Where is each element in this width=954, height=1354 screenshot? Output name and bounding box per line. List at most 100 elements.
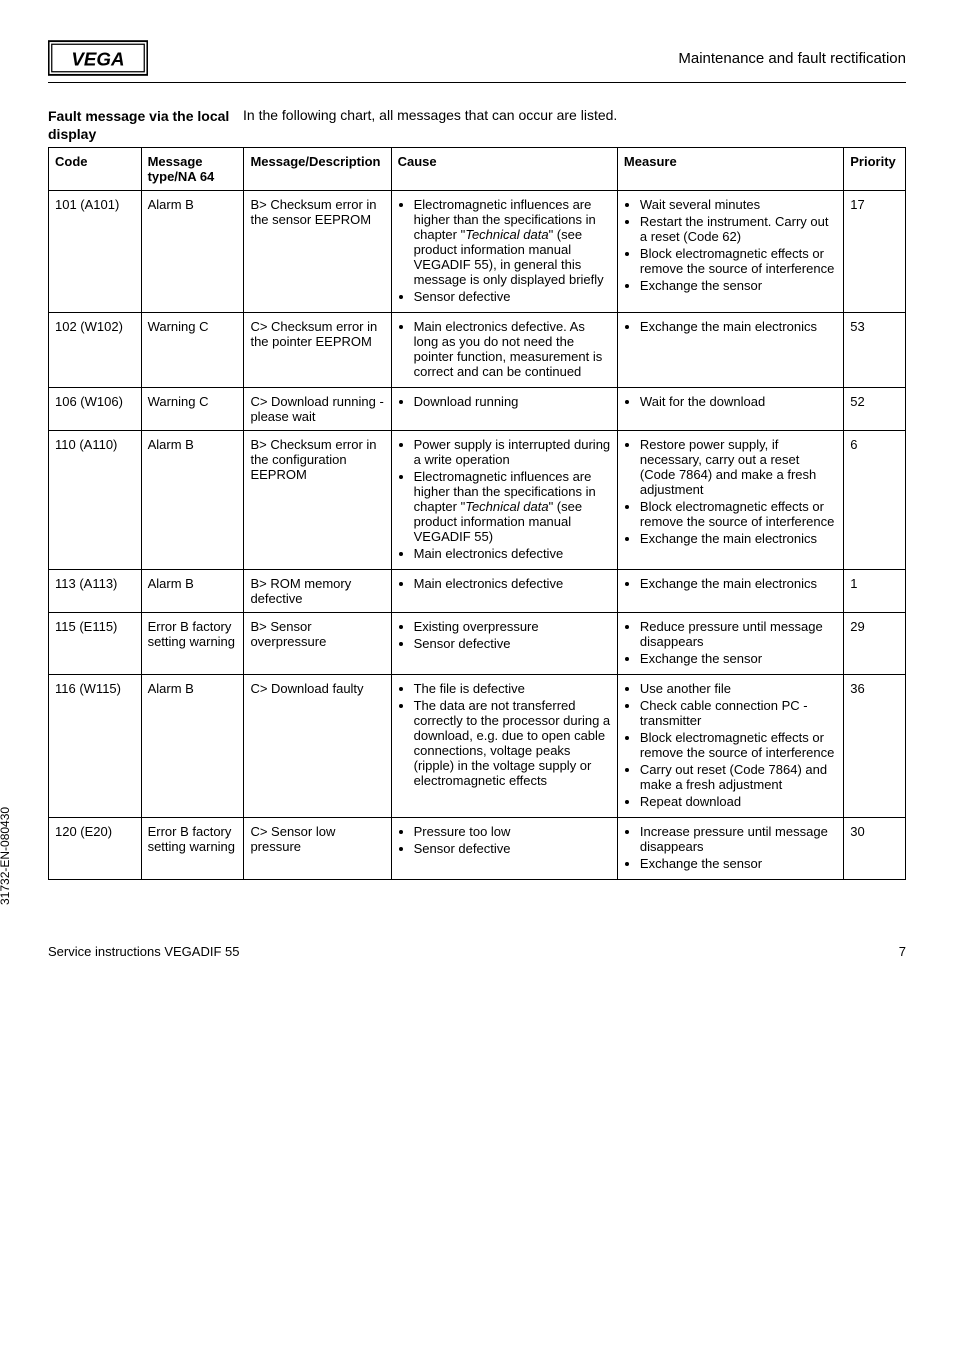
table-row: 106 (W106)Warning CC> Download running -…: [49, 388, 906, 431]
cell-message-type: Alarm B: [141, 570, 244, 613]
measure-item: Increase pressure until message disappea…: [640, 824, 837, 854]
table-row: 110 (A110)Alarm BB> Checksum error in th…: [49, 431, 906, 570]
cell-description: C> Checksum error in the pointer EEPROM: [244, 313, 391, 388]
cell-priority: 17: [844, 191, 906, 313]
cell-message-type: Warning C: [141, 388, 244, 431]
measure-item: Restore power supply, if necessary, carr…: [640, 437, 837, 497]
cell-measure: Restore power supply, if necessary, carr…: [617, 431, 843, 570]
measure-item: Restart the instrument. Carry out a rese…: [640, 214, 837, 244]
measure-item: Carry out reset (Code 7864) and make a f…: [640, 762, 837, 792]
footer-right: 7: [899, 944, 906, 959]
cause-item: Electromagnetic influences are higher th…: [414, 197, 611, 287]
cell-message-type: Error B factory setting warning: [141, 818, 244, 880]
cell-measure: Exchange the main electronics: [617, 570, 843, 613]
measure-item: Exchange the main electronics: [640, 576, 837, 591]
intro-left: Fault message via the local display: [48, 107, 243, 143]
cell-cause: The file is defective The data are not tr…: [391, 675, 617, 818]
cause-item: Main electronics defective. As long as y…: [414, 319, 611, 379]
cause-item: The file is defective: [414, 681, 611, 696]
section-title: Maintenance and fault rectification: [678, 50, 906, 67]
measure-item: Block electromagnetic effects or remove …: [640, 499, 837, 529]
cause-item: Download running: [414, 394, 611, 409]
col-priority: Priority: [844, 148, 906, 191]
cell-message-type: Warning C: [141, 313, 244, 388]
cell-measure: Exchange the main electronics: [617, 313, 843, 388]
cell-code: 106 (W106): [49, 388, 142, 431]
doc-id-side: 31732-EN-080430: [0, 807, 12, 905]
measure-item: Use another file: [640, 681, 837, 696]
cell-cause: Main electronics defective: [391, 570, 617, 613]
cell-cause: Electromagnetic influences are higher th…: [391, 191, 617, 313]
measure-item: Block electromagnetic effects or remove …: [640, 730, 837, 760]
cell-cause: Download running: [391, 388, 617, 431]
svg-text:VEGA: VEGA: [71, 49, 124, 70]
cell-cause: Existing overpressure Sensor defective: [391, 613, 617, 675]
cell-priority: 52: [844, 388, 906, 431]
cell-code: 115 (E115): [49, 613, 142, 675]
cell-message-type: Error B factory setting warning: [141, 613, 244, 675]
cell-measure: Increase pressure until message disappea…: [617, 818, 843, 880]
table-header-row: Code Message type/NA 64 Message/Descript…: [49, 148, 906, 191]
measure-item: Wait for the download: [640, 394, 837, 409]
cause-item: Existing overpressure: [414, 619, 611, 634]
cell-priority: 6: [844, 431, 906, 570]
cell-cause: Power supply is interrupted during a wri…: [391, 431, 617, 570]
table-row: 102 (W102)Warning CC> Checksum error in …: [49, 313, 906, 388]
measure-item: Exchange the sensor: [640, 651, 837, 666]
cell-code: 102 (W102): [49, 313, 142, 388]
col-msg: Message type/NA 64: [141, 148, 244, 191]
table-row: 115 (E115)Error B factory setting warnin…: [49, 613, 906, 675]
measure-item: Block electromagnetic effects or remove …: [640, 246, 837, 276]
cause-item: Electromagnetic influences are higher th…: [414, 469, 611, 544]
col-desc: Message/Description: [244, 148, 391, 191]
cell-message-type: Alarm B: [141, 675, 244, 818]
cause-item: Sensor defective: [414, 289, 611, 304]
vega-logo: VEGA: [48, 40, 148, 76]
intro-row: Fault message via the local display In t…: [48, 107, 906, 143]
cell-description: B> ROM memory defective: [244, 570, 391, 613]
cell-description: B> Checksum error in the sensor EEPROM: [244, 191, 391, 313]
cell-code: 116 (W115): [49, 675, 142, 818]
table-row: 116 (W115)Alarm BC> Download faultyThe f…: [49, 675, 906, 818]
cell-description: B> Checksum error in the configuration E…: [244, 431, 391, 570]
intro-right: In the following chart, all messages tha…: [243, 107, 906, 143]
cell-priority: 53: [844, 313, 906, 388]
cell-priority: 30: [844, 818, 906, 880]
cause-item: Main electronics defective: [414, 546, 611, 561]
cell-measure: Use another fileCheck cable connection P…: [617, 675, 843, 818]
cell-measure: Wait several minutes Restart the instrume…: [617, 191, 843, 313]
cell-message-type: Alarm B: [141, 431, 244, 570]
measure-item: Wait several minutes: [640, 197, 837, 212]
cell-description: B> Sensor overpressure: [244, 613, 391, 675]
measure-item: Exchange the main electronics: [640, 319, 837, 334]
cause-item: Sensor defective: [414, 841, 611, 856]
table-row: 101 (A101)Alarm BB> Checksum error in th…: [49, 191, 906, 313]
measure-item: Repeat download: [640, 794, 837, 809]
cause-item: Power supply is interrupted during a wri…: [414, 437, 611, 467]
table-row: 120 (E20)Error B factory setting warning…: [49, 818, 906, 880]
col-measure: Measure: [617, 148, 843, 191]
header-rule: [48, 82, 906, 83]
cause-item: Pressure too low: [414, 824, 611, 839]
cause-item: The data are not transferred correctly t…: [414, 698, 611, 788]
cell-priority: 29: [844, 613, 906, 675]
cell-measure: Wait for the download: [617, 388, 843, 431]
cell-message-type: Alarm B: [141, 191, 244, 313]
cause-item: Sensor defective: [414, 636, 611, 651]
cell-cause: Main electronics defective. As long as y…: [391, 313, 617, 388]
cell-code: 120 (E20): [49, 818, 142, 880]
cell-description: C> Download running - please wait: [244, 388, 391, 431]
cell-code: 113 (A113): [49, 570, 142, 613]
col-code: Code: [49, 148, 142, 191]
cell-cause: Pressure too low Sensor defective: [391, 818, 617, 880]
table-row: 113 (A113)Alarm BB> ROM memory defective…: [49, 570, 906, 613]
cell-measure: Reduce pressure until message disappears…: [617, 613, 843, 675]
cell-description: C> Download faulty: [244, 675, 391, 818]
measure-item: Exchange the sensor: [640, 856, 837, 871]
cell-priority: 1: [844, 570, 906, 613]
measure-item: Exchange the sensor: [640, 278, 837, 293]
measure-item: Reduce pressure until message disappears: [640, 619, 837, 649]
fault-table: Code Message type/NA 64 Message/Descript…: [48, 147, 906, 880]
cell-code: 110 (A110): [49, 431, 142, 570]
cell-description: C> Sensor low pressure: [244, 818, 391, 880]
